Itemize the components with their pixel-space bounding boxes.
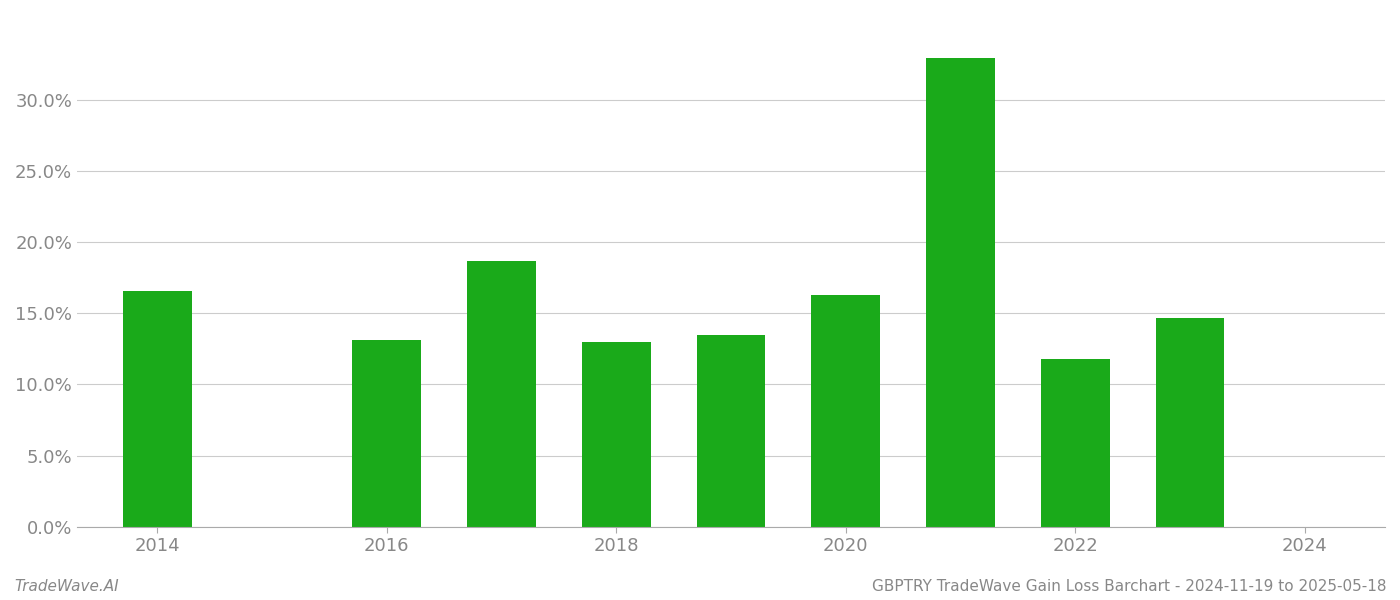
Text: GBPTRY TradeWave Gain Loss Barchart - 2024-11-19 to 2025-05-18: GBPTRY TradeWave Gain Loss Barchart - 20…	[871, 579, 1386, 594]
Bar	[123, 290, 192, 527]
Bar	[812, 295, 881, 527]
Bar	[468, 261, 536, 527]
Bar	[697, 335, 766, 527]
Bar	[1155, 317, 1225, 527]
Bar	[353, 340, 421, 527]
Text: TradeWave.AI: TradeWave.AI	[14, 579, 119, 594]
Bar	[1040, 359, 1110, 527]
Bar	[925, 58, 995, 527]
Bar	[582, 342, 651, 527]
